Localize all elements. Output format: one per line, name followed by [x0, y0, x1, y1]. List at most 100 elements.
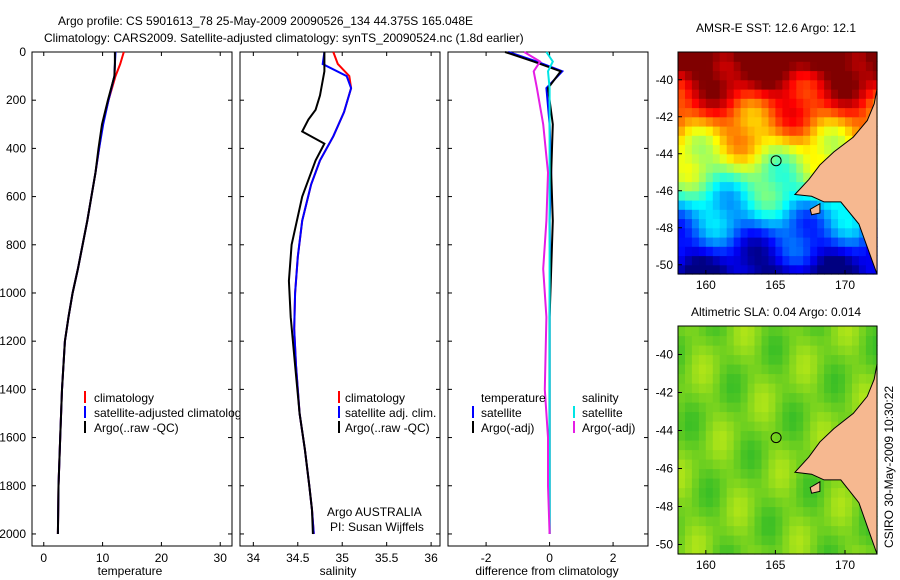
heatmap-cell [747, 449, 756, 460]
heatmap-cell [803, 98, 811, 109]
heatmap-cell [740, 227, 749, 238]
map-y-tick-label: -40 [656, 348, 674, 362]
heatmap-cell [803, 373, 811, 384]
heatmap-cell [747, 421, 756, 432]
heatmap-cell [810, 392, 818, 403]
heatmap-cell [810, 506, 818, 517]
heatmap-cell [845, 544, 853, 555]
heatmap-cell [782, 392, 790, 403]
heatmap-cell [831, 487, 839, 498]
heatmap-cell [685, 459, 693, 470]
heatmap-cell [719, 181, 728, 192]
heatmap-cell [768, 411, 777, 422]
heatmap-cell [726, 153, 735, 164]
heatmap-cell [803, 144, 811, 155]
heatmap-cell [796, 497, 804, 508]
heatmap-cell [858, 89, 867, 99]
legend-argo-label: Argo(..raw -QC) [345, 421, 430, 435]
heatmap-cell [747, 227, 756, 238]
heatmap-cell [852, 61, 860, 72]
heatmap-cell [691, 478, 700, 489]
heatmap-cell [754, 135, 763, 146]
heatmap-cell [817, 354, 825, 365]
heatmap-cell [768, 237, 777, 247]
heatmap-cell [726, 392, 735, 403]
heatmap-cell [733, 218, 742, 229]
heatmap-cell [685, 402, 693, 413]
heatmap-cell [754, 544, 763, 555]
heatmap-cell [838, 227, 846, 238]
heatmap-cell [719, 430, 728, 441]
heatmap-cell [865, 70, 874, 81]
heatmap-cell [796, 506, 804, 517]
heatmap-cell [747, 392, 756, 403]
heatmap-cell [824, 326, 832, 337]
heatmap-cell [712, 218, 721, 229]
heatmap-cell [845, 392, 853, 403]
sst-ticks: 160 165 170 -40 -42 -44 -46 -48 -50 [656, 73, 856, 292]
heatmap-cell [775, 135, 783, 146]
map-y-tick-label: -48 [656, 221, 674, 235]
heatmap-cell [803, 107, 811, 118]
heatmap-cell [719, 516, 728, 527]
heatmap-cell [719, 61, 728, 72]
heatmap-cell [719, 52, 728, 62]
heatmap-cell [685, 516, 693, 527]
heatmap-cell [678, 392, 686, 403]
heatmap-cell [775, 144, 783, 155]
heatmap-cell [705, 237, 714, 247]
heatmap-cell [852, 52, 860, 62]
heatmap-cell [789, 440, 797, 451]
heatmap-cell [803, 383, 811, 394]
heatmap-cell [803, 237, 811, 247]
heatmap-cell [698, 373, 707, 384]
heatmap-cell [761, 440, 770, 451]
heatmap-cell [803, 227, 811, 238]
heatmap-cell [865, 535, 874, 546]
heatmap-cell [775, 153, 783, 164]
heatmap-cell [726, 525, 735, 536]
heatmap-cell [782, 326, 790, 337]
heatmap-cell [775, 373, 783, 384]
header-line1: Argo profile: CS 5901613_78 25-May-2009 … [58, 14, 473, 28]
heatmap-cell [691, 107, 700, 118]
heatmap-cell [705, 430, 714, 441]
heatmap-cell [858, 107, 867, 118]
heatmap-cell [789, 107, 797, 118]
heatmap-cell [831, 70, 839, 81]
heatmap-cell [678, 383, 686, 394]
heatmap-cell [782, 163, 790, 173]
heatmap-cell [824, 535, 832, 546]
heatmap-cell [810, 411, 818, 422]
heatmap-cell [796, 209, 804, 220]
heatmap-cell [782, 190, 790, 201]
heatmap-cell [761, 126, 770, 136]
heatmap-cell [775, 209, 783, 220]
heatmap-cell [726, 478, 735, 489]
heatmap-cell [845, 218, 853, 229]
heatmap-cell [789, 459, 797, 470]
heatmap-cell [789, 264, 797, 275]
heatmap-cell [726, 506, 735, 517]
heatmap-cell [705, 326, 714, 337]
heatmap-cell [761, 181, 770, 192]
heatmap-cell [733, 383, 742, 394]
heatmap-cell [852, 354, 860, 365]
heatmap-cell [782, 255, 790, 266]
heatmap-cell [740, 237, 749, 247]
heatmap-cell [685, 107, 693, 118]
heatmap-cell [740, 326, 749, 337]
heatmap-cell [796, 335, 804, 346]
heatmap-cell [838, 402, 846, 413]
heatmap-cell [698, 525, 707, 536]
heatmap-cell [726, 107, 735, 118]
heatmap-cell [796, 459, 804, 470]
heatmap-cell [796, 421, 804, 432]
heatmap-cell [712, 525, 721, 536]
heatmap-cell [831, 478, 839, 489]
heatmap-cell [691, 373, 700, 384]
heatmap-cell [754, 181, 763, 192]
heatmap-cell [691, 172, 700, 183]
heatmap-cell [740, 246, 749, 257]
heatmap-cell [852, 107, 860, 118]
